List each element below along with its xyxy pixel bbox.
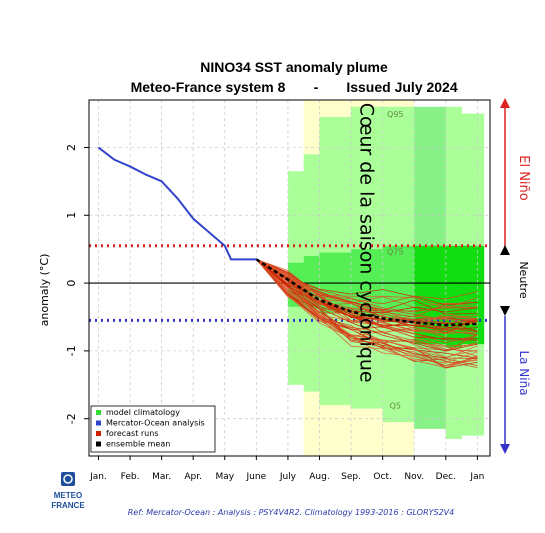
quantile-label-q5: Q5	[390, 402, 401, 411]
y-axis-label: anomaly (°C)	[38, 254, 51, 327]
legend-label-1: Mercator-Ocean analysis	[106, 419, 205, 428]
legend-swatch-2	[96, 431, 101, 436]
forecast-run-39	[256, 259, 478, 332]
ensemble-mean-line	[255, 258, 478, 327]
y-tick-label: 2	[65, 144, 78, 151]
forecast-run-40	[256, 258, 478, 326]
quantile-label-q75: Q75	[387, 248, 403, 257]
el-nino-arrow-head	[500, 98, 510, 108]
x-tick-label-3: Apr.	[184, 472, 202, 482]
la-nina-arrow-head	[500, 444, 510, 454]
neutral-arrow-head-down	[500, 306, 510, 316]
legend-swatch-0	[96, 410, 101, 415]
chart-subtitle-system: Meteo-France system 8	[131, 79, 286, 95]
y-tick-label: 0	[65, 280, 78, 287]
chart-subtitle-issued: Issued July 2024	[346, 79, 458, 95]
x-tick-label-6: July	[279, 472, 297, 482]
forecast-run-50	[256, 259, 478, 366]
forecast-run-24	[256, 259, 478, 367]
legend-label-3: ensemble mean	[106, 440, 170, 449]
quantile-label-q95: Q95	[387, 110, 403, 119]
y-tick-label: -1	[65, 345, 78, 356]
chart-subtitle-separator: -	[314, 79, 319, 95]
forecast-run-45	[256, 259, 478, 369]
x-tick-label-1: Feb.	[121, 472, 140, 482]
footer-reference: Ref: Mercator-Ocean : Analysis : PSY4V4R…	[128, 508, 455, 517]
x-tick-label-4: May	[215, 472, 234, 482]
x-tick-label-7: Aug.	[309, 472, 329, 482]
chart-title: NINO34 SST anomaly plume	[200, 59, 388, 75]
x-tick-label-8: Sep.	[341, 472, 361, 482]
meteo-france-logo: METEO FRANCE	[51, 472, 85, 510]
legend-box	[90, 405, 216, 453]
climatology-band	[287, 106, 485, 440]
forecast-run-26	[256, 259, 478, 352]
x-tick-label-10: Nov.	[404, 472, 424, 482]
x-tick-label-2: Mar.	[152, 472, 171, 482]
forecast-run-32	[256, 258, 478, 305]
forecast-run-33	[256, 259, 478, 340]
forecast-run-18	[256, 258, 478, 315]
legend: model climatology Mercator-Ocean analysis…	[90, 405, 216, 453]
cyclone-season-annotation: Cœur de la saison cyclonique	[356, 103, 378, 383]
x-tick-label-11: Dec.	[436, 472, 456, 482]
la-nina-label: La Niña	[517, 350, 531, 395]
forecast-run-48	[256, 259, 478, 330]
analysis-line	[97, 146, 257, 261]
x-tick-label-5: June	[246, 472, 267, 482]
forecast-runs	[256, 258, 478, 369]
legend-label-2: forecast runs	[106, 429, 159, 438]
legend-swatch-1	[96, 420, 101, 426]
plot-frame	[88, 99, 491, 457]
x-tick-label-9: Oct.	[373, 472, 391, 482]
el-nino-label: El Niño	[516, 155, 531, 201]
y-tick-label: -2	[65, 413, 78, 424]
x-tick-label-0: Jan.	[89, 472, 107, 482]
plot-area: Q95 Q75 Q5 Cœur de la saison cyclonique -2 -1…	[65, 98, 531, 482]
y-tick-label: 1	[65, 212, 78, 219]
neutral-arrow-head-up	[500, 245, 510, 255]
legend-swatch-3	[96, 441, 101, 447]
forecast-run-44	[256, 259, 478, 324]
neutral-label: Neutre	[517, 261, 530, 299]
legend-label-0: model climatology	[106, 408, 180, 417]
svg-text:METEO: METEO	[54, 491, 82, 500]
svg-text:FRANCE: FRANCE	[51, 501, 85, 510]
x-tick-label-12: Jan	[469, 472, 484, 482]
